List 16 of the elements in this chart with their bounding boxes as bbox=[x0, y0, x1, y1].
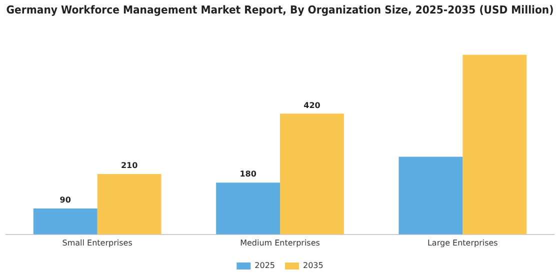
bar bbox=[216, 182, 280, 234]
data-label: 180 bbox=[240, 170, 257, 179]
bar bbox=[398, 156, 463, 234]
data-label: 210 bbox=[120, 161, 138, 170]
data-label: 90 bbox=[60, 196, 72, 205]
x-tick-label: Large Enterprises bbox=[427, 238, 498, 248]
bar bbox=[97, 174, 162, 234]
x-tick-label: Medium Enterprises bbox=[240, 238, 320, 248]
legend-label: 2025 bbox=[254, 261, 275, 270]
bar bbox=[462, 54, 527, 234]
x-tick-label: Small Enterprises bbox=[62, 238, 132, 248]
chart-title: Germany Workforce Management Market Report, By Organization Size, 2025-2035 (USD Million) bbox=[6, 4, 554, 17]
bar bbox=[33, 208, 98, 234]
bar bbox=[280, 114, 344, 234]
data-label: 420 bbox=[304, 100, 321, 110]
legend-label: 2035 bbox=[303, 261, 324, 270]
